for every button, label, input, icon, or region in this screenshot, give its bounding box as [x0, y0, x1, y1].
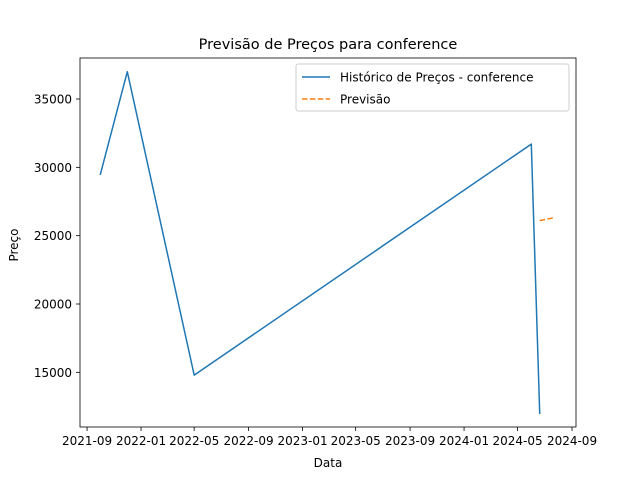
legend-label: Previsão	[340, 93, 390, 107]
legend-box	[295, 63, 570, 112]
legend: Histórico de Preços - conference Previsão	[295, 63, 570, 112]
legend-label: Histórico de Preços - conference	[340, 71, 534, 85]
x-tick-label: 2021-09	[62, 434, 112, 448]
chart-title: Previsão de Preços para conference	[199, 37, 458, 53]
x-axis-title: Data	[314, 456, 343, 470]
x-tick-label: 2023-01	[277, 434, 327, 448]
y-tick-label: 25000	[34, 229, 72, 243]
y-tick-label: 30000	[34, 161, 72, 175]
x-tick-label: 2024-09	[547, 434, 597, 448]
x-tick-label: 2022-05	[169, 434, 219, 448]
x-tick-label: 2024-01	[439, 434, 489, 448]
x-tick-label: 2022-01	[116, 434, 166, 448]
y-tick-label: 35000	[34, 93, 72, 107]
plot-frame	[79, 57, 577, 428]
x-tick-label: 2023-09	[385, 434, 435, 448]
x-tick-label: 2023-05	[331, 434, 381, 448]
x-tick-label: 2024-05	[493, 434, 543, 448]
y-tick-label: 20000	[34, 298, 72, 312]
history-series-line	[99, 70, 541, 415]
forecast-series-line	[539, 217, 554, 222]
x-tick-label: 2022-09	[224, 434, 274, 448]
y-axis: 15000 20000 25000 30000 35000	[34, 93, 80, 380]
x-axis: 2021-09 2022-01 2022-05 2022-09 2023-01 2023-…	[62, 427, 597, 448]
y-axis-title: Preço	[7, 228, 21, 261]
plot-lines	[99, 70, 554, 415]
y-tick-label: 15000	[34, 366, 72, 380]
